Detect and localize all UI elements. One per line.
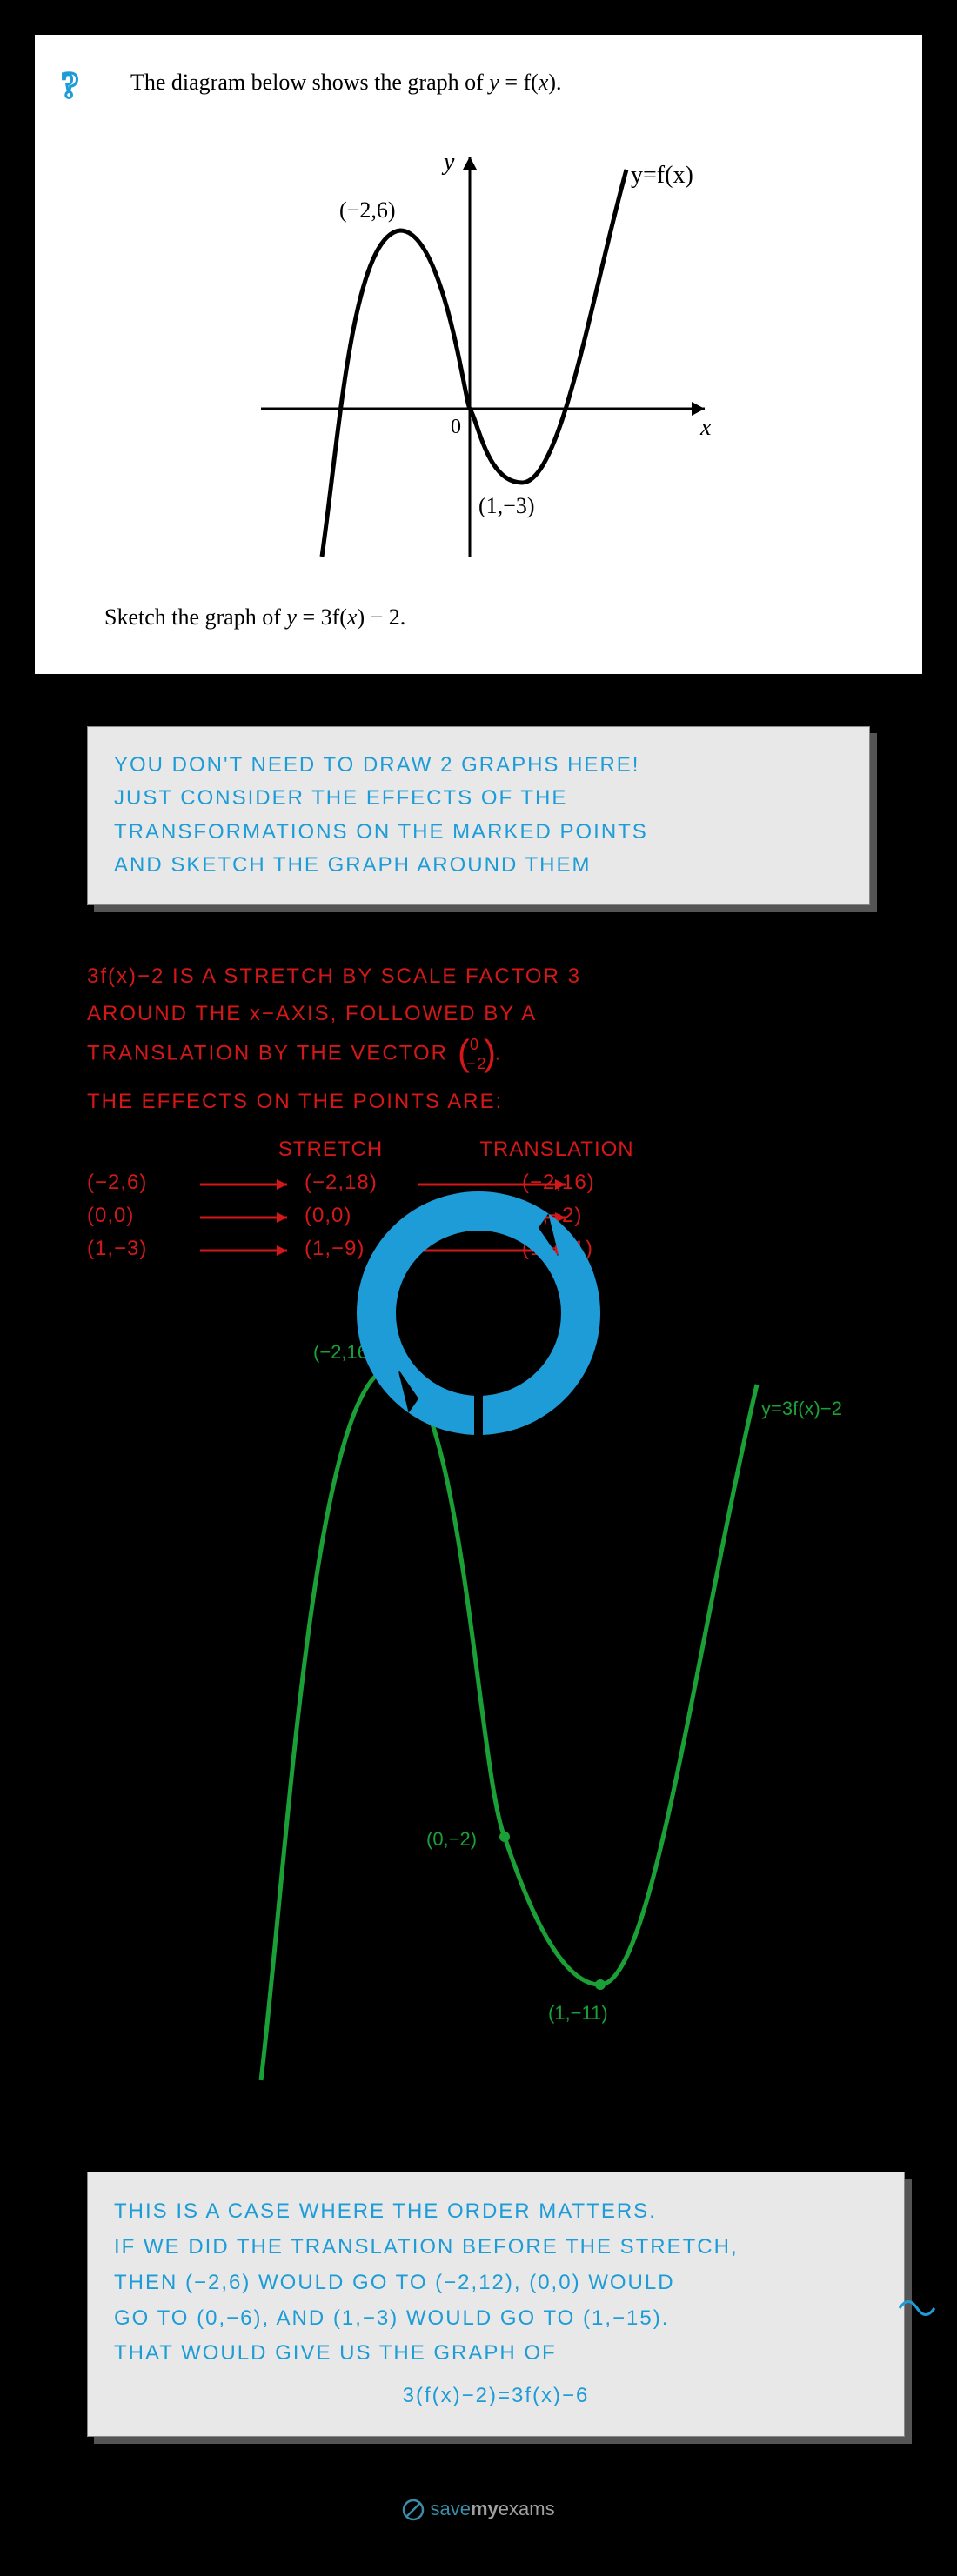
- from-pt: (0,0): [87, 1204, 200, 1228]
- y-axis-label: y: [441, 149, 455, 176]
- point-label-t2: (0,−2): [426, 1828, 477, 1850]
- curve-3fx-2: [261, 1367, 757, 2080]
- brand-exams: exams: [499, 2498, 555, 2519]
- header-stretch: STRETCH: [218, 1138, 444, 1162]
- brand-save: save: [431, 2498, 471, 2519]
- hint-line-3: TRANSFORMATIONS ON THE MARKED POINTS: [114, 816, 843, 849]
- swirl-icon: [895, 2291, 939, 2339]
- curve-label: y=f(x): [631, 162, 693, 189]
- sketch-text: Sketch the graph of: [104, 604, 286, 630]
- header-translation: TRANSLATION: [444, 1138, 670, 1162]
- logo-ring-icon: [339, 1174, 618, 1457]
- curve-fx: [322, 170, 626, 557]
- prompt-equation: y: [489, 70, 499, 95]
- x-axis-label: x: [699, 414, 712, 441]
- svg-text:): ): [484, 1032, 495, 1073]
- note-box: THIS IS A CASE WHERE THE ORDER MATTERS. …: [87, 2172, 905, 2437]
- explain-line-1: 3f(x)−2 IS A STRETCH BY SCALE FACTOR 3: [87, 958, 870, 995]
- question-prompt: The diagram below shows the graph of y =…: [130, 70, 879, 96]
- question-mark-icon: ?: [61, 65, 79, 107]
- explanation-block: 3f(x)−2 IS A STRETCH BY SCALE FACTOR 3 A…: [87, 958, 870, 1121]
- explain-line-2: AROUND THE x−AXIS, FOLLOWED BY A: [87, 995, 870, 1032]
- from-pt: (−2,6): [87, 1171, 200, 1195]
- hint-line-2: JUST CONSIDER THE EFFECTS OF THE: [114, 782, 843, 815]
- sketch-instruction: Sketch the graph of y = 3f(x) − 2.: [104, 604, 879, 631]
- note-formula: 3(f(x)−2)=3f(x)−6: [114, 2379, 878, 2414]
- point-label-1: (−2,6): [339, 197, 395, 223]
- from-pt: (1,−3): [87, 1237, 200, 1261]
- note-line-4: GO TO (0,−6), AND (1,−3) WOULD GO TO (1,…: [114, 2301, 878, 2337]
- footer-brand: savemyexams: [0, 2472, 957, 2556]
- arrow-icon: [200, 1235, 304, 1263]
- original-graph: y x 0 (−2,6) (1,−3) y=f(x): [78, 122, 879, 578]
- arrow-icon: [200, 1202, 304, 1230]
- explain-line-3: TRANSLATION BY THE VECTOR ( 0 −2 ) .: [87, 1032, 870, 1076]
- hint-box: YOU DON'T NEED TO DRAW 2 GRAPHS HERE! JU…: [87, 726, 870, 905]
- note-line-3: THEN (−2,6) WOULD GO TO (−2,12), (0,0) W…: [114, 2266, 878, 2301]
- note-line-1: THIS IS A CASE WHERE THE ORDER MATTERS.: [114, 2194, 878, 2230]
- note-line-2: IF WE DID THE TRANSLATION BEFORE THE STR…: [114, 2230, 878, 2266]
- origin-label: 0: [451, 416, 461, 438]
- vec-top: 0: [470, 1036, 480, 1053]
- question-card: ? The diagram below shows the graph of y…: [35, 35, 922, 674]
- arrow-icon: [200, 1169, 304, 1197]
- brand-my: my: [471, 2498, 499, 2519]
- note-line-5: THAT WOULD GIVE US THE GRAPH OF: [114, 2336, 878, 2372]
- curve-label-t: y=3f(x)−2: [761, 1398, 842, 1419]
- point-label-2: (1,−3): [478, 493, 534, 518]
- hint-line-4: AND SKETCH THE GRAPH AROUND THEM: [114, 849, 843, 882]
- transform-header: STRETCH TRANSLATION: [87, 1138, 870, 1162]
- point-label-t3: (1,−11): [548, 2002, 608, 2024]
- hint-line-1: YOU DON'T NEED TO DRAW 2 GRAPHS HERE!: [114, 749, 843, 782]
- brand-icon: [402, 2499, 425, 2521]
- effects-line: THE EFFECTS ON THE POINTS ARE:: [87, 1083, 870, 1120]
- translation-vector: ( 0 −2 ): [456, 1032, 495, 1076]
- prompt-text: The diagram below shows the graph of: [130, 70, 489, 95]
